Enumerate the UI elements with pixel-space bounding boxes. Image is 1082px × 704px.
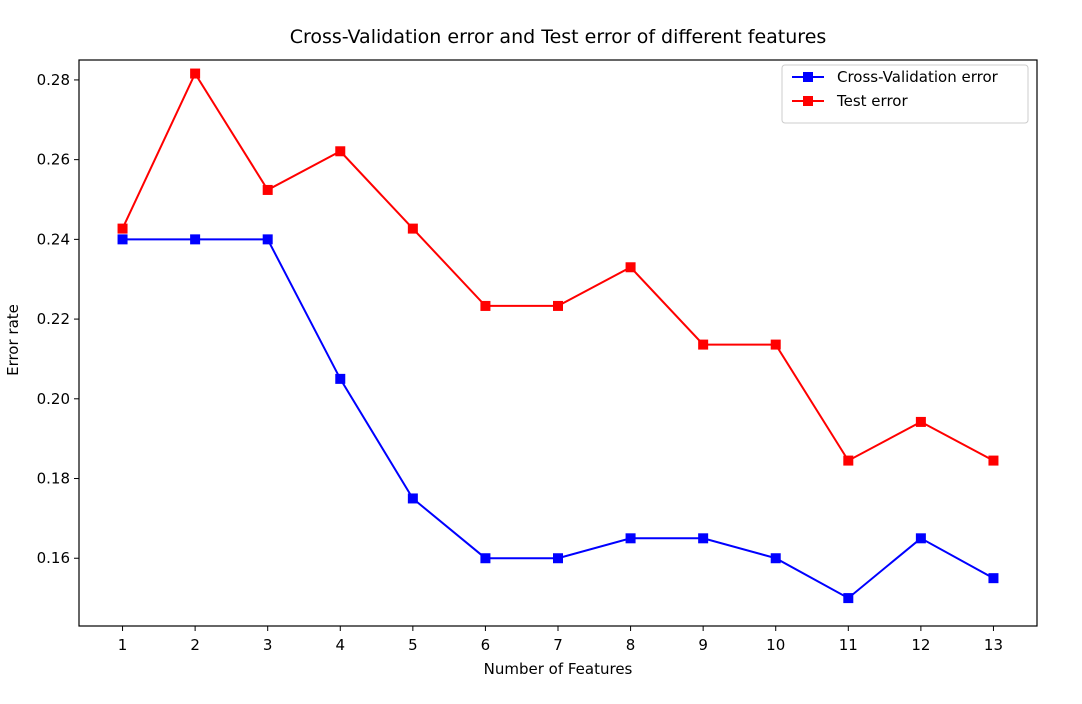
series-layer	[117, 68, 999, 604]
legend-box	[781, 64, 1029, 124]
chart-title: Cross-Validation error and Test error of…	[290, 26, 827, 48]
y-axis-label: Error rate	[4, 304, 22, 376]
x-tick-label: 12	[911, 636, 930, 654]
data-point-marker	[480, 553, 491, 564]
x-tick-label: 4	[335, 636, 345, 654]
data-point-marker	[770, 339, 781, 350]
data-point-marker	[190, 234, 201, 245]
legend-item: Cross-Validation error	[792, 68, 999, 86]
data-point-marker	[843, 593, 854, 604]
x-tick-label: 6	[481, 636, 491, 654]
data-point-marker	[335, 146, 346, 157]
legend-marker-swatch	[803, 96, 813, 106]
data-point-marker	[553, 300, 563, 311]
data-point-marker	[770, 553, 781, 564]
data-point-marker	[698, 339, 709, 350]
data-point-marker	[407, 493, 418, 504]
data-point-marker	[117, 223, 128, 234]
x-tick-label: 2	[190, 636, 200, 654]
y-tick-label: 0.26	[37, 151, 70, 169]
x-tick-label: 3	[263, 636, 273, 654]
data-point-marker	[117, 234, 128, 245]
x-tick-label: 11	[839, 636, 858, 654]
legend-marker-swatch	[803, 72, 813, 82]
y-tick-label: 0.16	[37, 549, 70, 567]
legend-label: Test error	[836, 92, 908, 110]
data-point-marker	[262, 234, 273, 245]
data-point-marker	[407, 223, 418, 234]
x-tick-label: 9	[698, 636, 708, 654]
y-tick-label: 0.20	[37, 390, 70, 408]
plot-area-frame	[78, 59, 1038, 627]
series-test-error	[117, 68, 999, 466]
data-point-marker	[553, 553, 563, 564]
data-point-marker	[915, 416, 926, 427]
x-tick-label: 13	[984, 636, 1003, 654]
y-tick-label: 0.28	[37, 71, 70, 89]
data-point-marker	[335, 373, 346, 384]
data-point-marker	[988, 573, 999, 584]
x-tick-label: 7	[553, 636, 563, 654]
x-tick-label: 8	[626, 636, 636, 654]
x-tick-label: 1	[118, 636, 128, 654]
data-point-marker	[480, 300, 491, 311]
data-point-marker	[262, 184, 273, 195]
y-axis-ticks: 0.16 0.18 0.20 0.22 0.24 0.26 0.28	[37, 71, 79, 567]
x-tick-label: 10	[766, 636, 785, 654]
series-cross-validation-error	[117, 234, 999, 604]
legend-label: Cross-Validation error	[837, 68, 999, 86]
y-tick-label: 0.18	[37, 470, 70, 488]
data-point-marker	[843, 455, 854, 466]
data-point-marker	[625, 533, 636, 544]
x-tick-label: 5	[408, 636, 418, 654]
y-tick-label: 0.22	[37, 310, 70, 328]
x-axis-label: Number of Features	[484, 660, 633, 678]
legend: Cross-Validation error Test error	[781, 64, 1029, 124]
legend-item: Test error	[792, 92, 908, 110]
x-axis-ticks: 1 2 3 4 5 6 7 8 9 10 11 12 13	[118, 626, 1003, 654]
data-point-marker	[915, 533, 926, 544]
data-point-marker	[190, 68, 201, 79]
data-point-marker	[988, 455, 999, 466]
data-point-marker	[698, 533, 709, 544]
data-point-marker	[625, 262, 636, 273]
y-tick-label: 0.24	[37, 230, 70, 248]
